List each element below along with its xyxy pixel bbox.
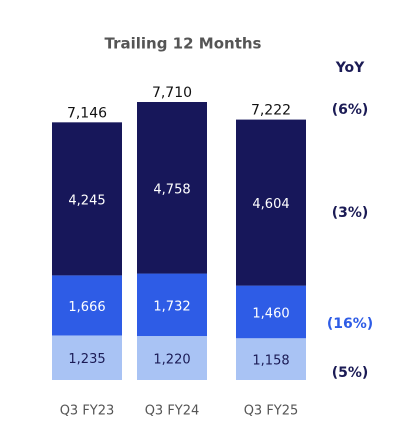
bar-segment [236,119,306,286]
yoy-label: (6%) [332,102,369,118]
x-tick-label: Q3 FY23 [60,404,115,419]
bar-segment [52,122,122,276]
value-label: 1,666 [68,300,105,315]
yoy-title: YoY [335,60,365,76]
total-label: 7,710 [152,85,192,101]
value-label: 1,235 [68,352,105,367]
bar-segment [236,285,306,339]
yoy-label: (3%) [332,205,369,221]
bar-segment [137,273,207,337]
bar-segment [52,275,122,336]
value-label: 1,460 [252,306,289,321]
value-label: 4,758 [153,182,190,197]
value-label: 4,604 [252,197,289,212]
value-label: 1,732 [153,299,190,314]
yoy-label: (16%) [327,316,373,332]
bar-segment [52,335,122,380]
value-label: 1,158 [252,354,289,369]
value-label: 4,245 [68,193,105,208]
bar-segment [137,102,207,274]
total-label: 7,222 [251,103,291,119]
bar-segment [137,336,207,380]
yoy-label: (5%) [332,365,369,381]
value-label: 1,220 [153,353,190,368]
bar-segment [236,338,306,380]
chart-title: Trailing 12 Months [105,35,262,53]
x-tick-label: Q3 FY24 [145,404,200,419]
total-label: 7,146 [67,105,107,121]
x-tick-label: Q3 FY25 [244,404,299,419]
